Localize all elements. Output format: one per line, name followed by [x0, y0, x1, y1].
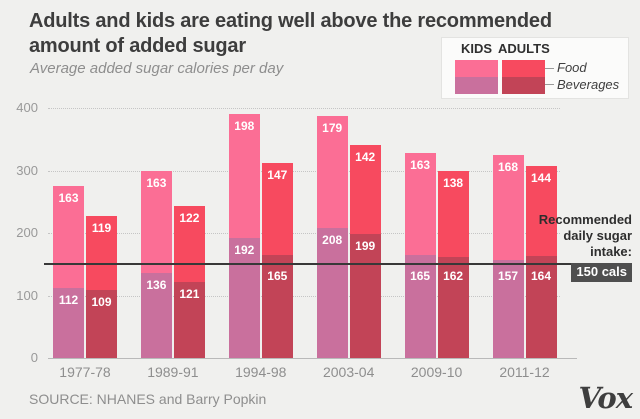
bar-value-kids-beverages-1989-91: 136: [146, 278, 167, 292]
bar-segment-adults-beverages-2003-04: [349, 233, 381, 358]
legend-food-label: Food: [557, 60, 587, 75]
bar-value-kids-food-1994-98: 198: [234, 119, 255, 134]
bar-value-adults-beverages-1989-91: 121: [179, 287, 200, 302]
bar-value-adults-food-2003-04: 142: [355, 149, 376, 164]
bar-value-kids-beverages-1994-98: 192: [234, 243, 255, 257]
bar-value-kids-food-2011-12: 168: [497, 159, 519, 174]
bar-value-adults-beverages-2003-04: 199: [355, 238, 376, 253]
reference-badge: 150 cals: [571, 263, 632, 282]
bar-segment-kids-beverages-1994-98: [228, 238, 260, 358]
bar-segment-kids-food-1989-91: [140, 171, 172, 273]
bar-value-kids-beverages-2011-12: 157: [497, 269, 519, 284]
bar-segment-adults-food-2011-12: [525, 165, 557, 256]
gridline-300: [48, 170, 560, 172]
gridline-100: [48, 295, 560, 297]
y-axis-label-100: 100: [16, 287, 38, 303]
bar-segment-adults-beverages-2009-10: [437, 256, 469, 358]
x-axis-line: [48, 358, 577, 359]
bar-value-kids-food-1989-91: 163: [146, 176, 167, 191]
bar-segment-kids-beverages-2003-04: [316, 228, 348, 358]
bar-segment-adults-beverages-2011-12: [525, 255, 557, 358]
bar-segment-adults-food-2009-10: [437, 170, 469, 257]
bar-value-adults-food-1977-78: 119: [91, 220, 112, 235]
bar-segment-adults-food-1977-78: [86, 215, 117, 290]
legend-swatch-kids-beverages: [455, 77, 498, 94]
legend-beverages-label: Beverages: [557, 77, 620, 92]
x-axis-label-2009-10: 2009-10: [410, 364, 463, 380]
chart-title-line1: Adults and kids are eating well above th…: [29, 10, 552, 32]
reference-annotation-line: Recommended: [538, 212, 632, 227]
bar-value-adults-food-1989-91: 122: [179, 211, 200, 226]
gridline-200: [48, 233, 560, 234]
bar-segment-adults-food-2003-04: [349, 144, 381, 234]
x-axis-label-1977-78: 1977-78: [59, 364, 111, 380]
bar-value-kids-beverages-2009-10: 165: [410, 269, 431, 284]
bar-segment-adults-beverages-1977-78: [86, 289, 117, 358]
vox-logo: Vox: [578, 381, 633, 415]
bar-value-adults-food-1994-98: 147: [267, 168, 288, 182]
bar-value-adults-beverages-2009-10: 162: [443, 269, 464, 284]
bar-value-adults-beverages-1977-78: 109: [91, 294, 112, 309]
bar-value-kids-beverages-2003-04: 208: [322, 233, 343, 247]
bar-segment-adults-beverages-1989-91: [173, 282, 205, 358]
y-axis-label-0: 0: [30, 350, 38, 365]
bar-segment-kids-food-1994-98: [228, 114, 260, 238]
bar-segment-kids-beverages-1977-78: [53, 288, 84, 358]
y-axis-label-200: 200: [16, 225, 38, 240]
source-credit: SOURCE: NHANES and Barry Popkin: [29, 391, 267, 407]
legend-beverages-tick: [545, 84, 554, 85]
bar-segment-kids-food-1977-78: [53, 186, 84, 288]
x-axis-label-1989-91: 1989-91: [147, 364, 199, 380]
x-axis-label-2003-04: 2003-04: [322, 364, 375, 380]
reference-line: [44, 263, 590, 265]
y-axis-label-400: 400: [16, 100, 38, 115]
reference-annotation-line: intake:: [590, 244, 632, 259]
bar-segment-kids-food-2009-10: [404, 153, 436, 255]
legend-swatch-kids-food: [455, 60, 498, 77]
chart-title-line2: amount of added sugar: [29, 35, 246, 57]
bar-value-adults-food-2011-12: 144: [530, 170, 552, 185]
bar-segment-adults-food-1994-98: [261, 163, 293, 255]
bar-value-kids-food-1977-78: 163: [58, 191, 79, 206]
bar-segment-adults-beverages-1994-98: [261, 254, 293, 358]
bar-segment-kids-beverages-2011-12: [492, 259, 524, 358]
y-axis-label-300: 300: [16, 162, 38, 178]
legend-food-tick: [545, 68, 554, 69]
bar-value-kids-food-2003-04: 179: [322, 121, 343, 136]
legend-kids-label: KIDS: [460, 41, 493, 56]
gridline-400: [48, 108, 560, 109]
legend-swatch-adults-food: [502, 60, 545, 77]
plot-area: 163 112 119 109 163 136 122 121 198 192 147 165 179 2…: [48, 108, 577, 358]
bar-segment-kids-food-2011-12: [492, 154, 524, 260]
bar-segment-kids-beverages-1989-91: [140, 273, 172, 358]
bar-segment-kids-food-2003-04: [316, 116, 348, 228]
chart-title: Adults and kids are eating well above th…: [29, 9, 609, 59]
x-axis-label-2011-12: 2011-12: [499, 364, 550, 380]
bar-segment-kids-beverages-2009-10: [404, 254, 436, 358]
reference-annotation-line: daily sugar: [563, 228, 632, 243]
legend-adults-label: ADULTS: [498, 41, 550, 56]
bar-value-adults-food-2009-10: 138: [443, 175, 464, 190]
legend-swatch-adults-beverages: [502, 77, 545, 94]
bar-segment-adults-food-1989-91: [173, 206, 205, 283]
bar-value-kids-beverages-1977-78: 112: [58, 293, 79, 307]
chart-subtitle: Average added sugar calories per day: [30, 60, 284, 77]
reference-annotation: Recommended daily sugar intake: 150 cals: [492, 212, 632, 282]
bar-value-adults-beverages-1994-98: 165: [267, 269, 288, 284]
x-axis-label-1994-98: 1994-98: [235, 364, 287, 380]
legend: KIDS ADULTS Food Beverages: [442, 38, 628, 98]
bar-value-adults-beverages-2011-12: 164: [530, 269, 552, 284]
bar-value-kids-food-2009-10: 163: [410, 158, 431, 172]
